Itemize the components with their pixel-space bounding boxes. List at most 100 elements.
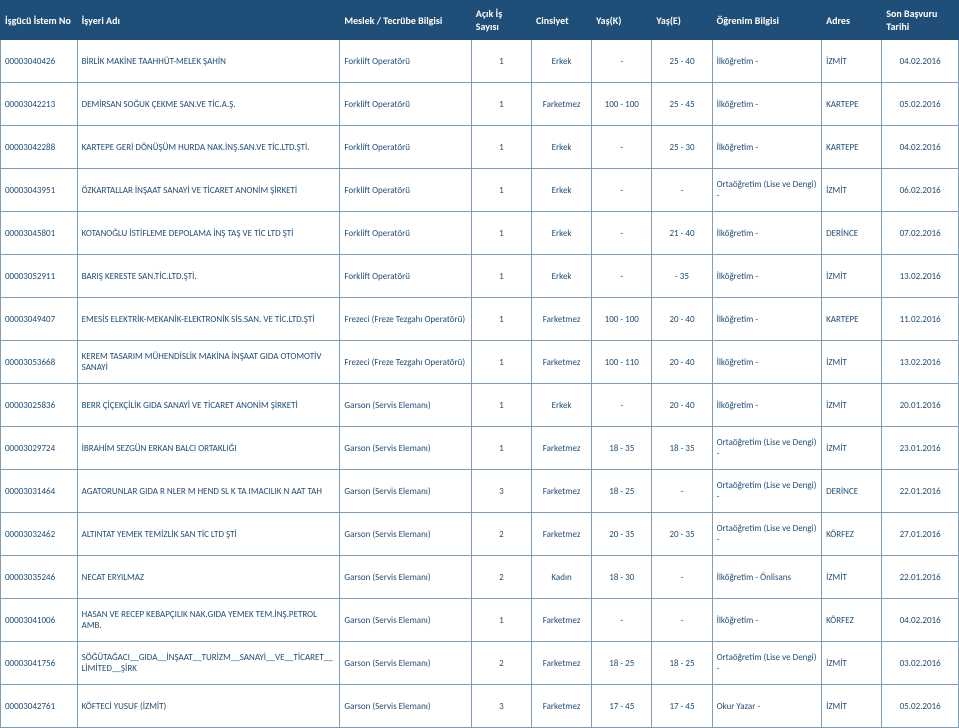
cell-istem: 00003045801 [1, 212, 78, 255]
cell-meslek: Garson (Servis Elemanı) [340, 599, 471, 642]
table-row: 00003042213DEMİRSAN SOĞUK ÇEKME SAN.VE T… [1, 83, 959, 126]
cell-adres: İZMİT [822, 685, 882, 728]
cell-adres: İZMİT [822, 40, 882, 83]
cell-yask: 18 - 25 [592, 642, 652, 685]
cell-yase: 20 - 35 [652, 513, 712, 556]
cell-isyeri: KOTANOĞLU İSTİFLEME DEPOLAMA İNŞ TAŞ VE … [77, 212, 340, 255]
cell-yask: - [592, 212, 652, 255]
cell-cins: Farketmez [531, 513, 591, 556]
cell-tarih: 04.02.2016 [882, 126, 959, 169]
cell-acik: 1 [471, 126, 531, 169]
cell-isyeri: AGATORUNLAR GIDA R NLER M HEND SL K TA I… [77, 470, 340, 513]
cell-istem: 00003052911 [1, 255, 78, 298]
cell-isyeri: SÖĞÜTAĞACI__GIDA__İNŞAAT__TURİZM__SANAYİ… [77, 642, 340, 685]
table-row: 00003041756SÖĞÜTAĞACI__GIDA__İNŞAAT__TUR… [1, 642, 959, 685]
col-isyeri: İşyeri Adı [77, 1, 340, 40]
cell-tarih: 04.02.2016 [882, 40, 959, 83]
cell-ogr: Ortaöğretim (Lise ve Dengi) - [712, 427, 821, 470]
cell-yask: - [592, 126, 652, 169]
cell-yase: - [652, 556, 712, 599]
cell-adres: DERİNCE [822, 212, 882, 255]
cell-meslek: Garson (Servis Elemanı) [340, 685, 471, 728]
table-row: 00003031464AGATORUNLAR GIDA R NLER M HEN… [1, 470, 959, 513]
cell-acik: 1 [471, 212, 531, 255]
cell-yask: 18 - 30 [592, 556, 652, 599]
cell-acik: 2 [471, 556, 531, 599]
cell-yase: 25 - 45 [652, 83, 712, 126]
cell-cins: Farketmez [531, 599, 591, 642]
cell-adres: KARTEPE [822, 126, 882, 169]
cell-yask: - [592, 384, 652, 427]
col-ogr: Öğrenim Bilgisi [712, 1, 821, 40]
cell-acik: 2 [471, 642, 531, 685]
cell-cins: Erkek [531, 255, 591, 298]
cell-yask: - [592, 40, 652, 83]
cell-istem: 00003043951 [1, 169, 78, 212]
cell-meslek: Forklift Operatörü [340, 126, 471, 169]
cell-adres: İZMİT [822, 384, 882, 427]
cell-yask: 20 - 35 [592, 513, 652, 556]
cell-istem: 00003040426 [1, 40, 78, 83]
col-yask: Yaş(K) [592, 1, 652, 40]
cell-yask: 17 - 45 [592, 685, 652, 728]
cell-isyeri: İBRAHİM SEZGÜN ERKAN BALCI ORTAKLIĞI [77, 427, 340, 470]
cell-adres: İZMİT [822, 427, 882, 470]
cell-meslek: Frezeci (Freze Tezgahı Operatörü) [340, 298, 471, 341]
cell-yase: 20 - 40 [652, 341, 712, 384]
cell-tarih: 05.02.2016 [882, 685, 959, 728]
table-row: 00003041006HASAN VE RECEP KEBAPÇILIK NAK… [1, 599, 959, 642]
cell-tarih: 22.01.2016 [882, 470, 959, 513]
cell-adres: İZMİT [822, 169, 882, 212]
cell-ogr: İlköğretim - [712, 384, 821, 427]
cell-acik: 1 [471, 169, 531, 212]
cell-ogr: İlköğretim - Önlisans [712, 556, 821, 599]
cell-tarih: 11.02.2016 [882, 298, 959, 341]
cell-istem: 00003042761 [1, 685, 78, 728]
table-row: 00003035246NECAT ERYILMAZGarson (Servis … [1, 556, 959, 599]
table-row: 00003053668KEREM TASARIM MÜHENDİSLİK MAK… [1, 341, 959, 384]
cell-adres: KARTEPE [822, 83, 882, 126]
cell-isyeri: ÖZKARTALLAR İNŞAAT SANAYİ VE TİCARET ANO… [77, 169, 340, 212]
cell-ogr: İlköğretim - [712, 599, 821, 642]
table-header-row: İşgücü İstem No İşyeri Adı Meslek / Tecr… [1, 1, 959, 40]
cell-ogr: İlköğretim - [712, 40, 821, 83]
cell-tarih: 07.02.2016 [882, 212, 959, 255]
cell-meslek: Forklift Operatörü [340, 40, 471, 83]
cell-yase: 25 - 40 [652, 40, 712, 83]
cell-adres: İZMİT [822, 341, 882, 384]
cell-istem: 00003025836 [1, 384, 78, 427]
cell-acik: 3 [471, 470, 531, 513]
cell-istem: 00003042288 [1, 126, 78, 169]
cell-yase: 21 - 40 [652, 212, 712, 255]
table-row: 00003025836BERR ÇİÇEKÇİLİK GIDA SANAYİ V… [1, 384, 959, 427]
cell-yase: 20 - 40 [652, 384, 712, 427]
cell-adres: KÖRFEZ [822, 513, 882, 556]
cell-acik: 1 [471, 40, 531, 83]
cell-yask: - [592, 255, 652, 298]
cell-yask: 100 - 100 [592, 83, 652, 126]
cell-isyeri: NECAT ERYILMAZ [77, 556, 340, 599]
cell-cins: Kadın [531, 556, 591, 599]
cell-yase: 17 - 45 [652, 685, 712, 728]
col-adres: Adres [822, 1, 882, 40]
cell-adres: KÖRFEZ [822, 599, 882, 642]
cell-yase: 18 - 25 [652, 642, 712, 685]
cell-istem: 00003049407 [1, 298, 78, 341]
cell-cins: Erkek [531, 212, 591, 255]
cell-adres: İZMİT [822, 556, 882, 599]
cell-adres: KARTEPE [822, 298, 882, 341]
cell-isyeri: BARIŞ KERESTE SAN.TİC.LTD.ŞTİ. [77, 255, 340, 298]
cell-cins: Farketmez [531, 427, 591, 470]
cell-isyeri: KARTEPE GERİ DÖNÜŞÜM HURDA NAK.İNŞ.SAN.V… [77, 126, 340, 169]
cell-ogr: İlköğretim - [712, 255, 821, 298]
cell-ogr: İlköğretim - [712, 298, 821, 341]
cell-istem: 00003042213 [1, 83, 78, 126]
table-row: 00003049407EMESİS ELEKTRİK-MEKANİK-ELEKT… [1, 298, 959, 341]
cell-adres: İZMİT [822, 255, 882, 298]
cell-isyeri: BİRLİK MAKİNE TAAHHÜT-MELEK ŞAHİN [77, 40, 340, 83]
cell-ogr: İlköğretim - [712, 212, 821, 255]
cell-yask: 100 - 110 [592, 341, 652, 384]
cell-istem: 00003041756 [1, 642, 78, 685]
cell-tarih: 05.02.2016 [882, 83, 959, 126]
cell-yask: 18 - 35 [592, 427, 652, 470]
